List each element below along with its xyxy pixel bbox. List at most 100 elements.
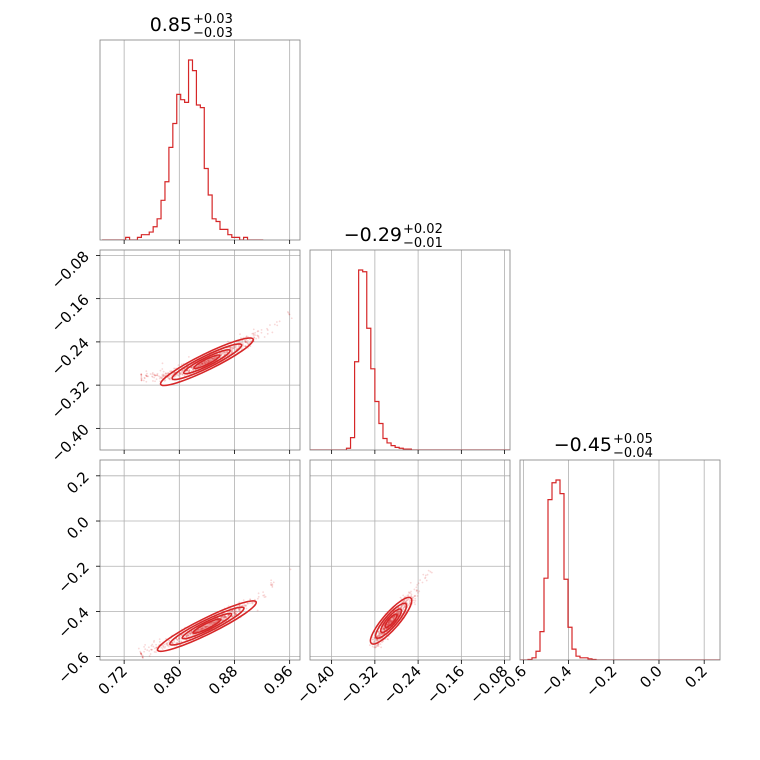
scatter-point bbox=[166, 644, 169, 647]
scatter-point bbox=[257, 335, 259, 337]
scatter-point bbox=[201, 363, 204, 366]
scatter-point bbox=[163, 646, 166, 649]
scatter-point bbox=[406, 594, 409, 597]
scatter-point bbox=[166, 642, 168, 645]
scatter-point bbox=[388, 623, 391, 626]
scatter-point bbox=[188, 632, 190, 635]
scatter-point bbox=[222, 351, 225, 354]
scatter-point bbox=[386, 624, 389, 627]
scatter-point bbox=[418, 590, 421, 593]
scatter-point bbox=[150, 644, 153, 647]
scatter-point bbox=[230, 347, 232, 349]
scatter-point bbox=[233, 611, 236, 614]
scatter-point bbox=[208, 360, 211, 363]
scatter-point bbox=[175, 637, 178, 640]
scatter-point bbox=[181, 371, 184, 374]
scatter-point bbox=[396, 612, 399, 614]
scatter-point bbox=[249, 602, 251, 605]
scatter-point bbox=[271, 583, 274, 586]
scatter-point bbox=[208, 624, 211, 627]
y-tick-label: −0.6 bbox=[54, 649, 92, 687]
scatter-point bbox=[374, 639, 377, 642]
x-tick-label: −0.4 bbox=[537, 662, 575, 700]
scatter-point bbox=[422, 573, 425, 576]
scatter-point bbox=[162, 645, 165, 648]
scatter-point bbox=[382, 640, 384, 643]
scatter-point bbox=[246, 602, 249, 605]
scatter-point bbox=[419, 579, 421, 581]
scatter-point bbox=[145, 374, 148, 377]
contour-level bbox=[379, 608, 403, 634]
scatter-point bbox=[379, 643, 382, 646]
scatter-point bbox=[217, 619, 219, 622]
scatter-point bbox=[201, 362, 204, 365]
scatter-point bbox=[205, 360, 208, 363]
scatter-point bbox=[389, 620, 392, 623]
scatter-point bbox=[226, 615, 229, 618]
scatter-point bbox=[220, 616, 223, 618]
scatter-point bbox=[201, 626, 204, 629]
scatter-point bbox=[273, 323, 276, 326]
scatter-point bbox=[266, 332, 269, 335]
scatter-point bbox=[236, 611, 239, 613]
scatter-point bbox=[424, 576, 427, 579]
scatter-point bbox=[288, 313, 291, 316]
scatter-point bbox=[197, 628, 200, 631]
scatter-point bbox=[202, 627, 204, 630]
scatter-point bbox=[155, 643, 158, 646]
scatter-point bbox=[271, 331, 274, 334]
scatter-point bbox=[255, 337, 258, 340]
scatter-point bbox=[415, 590, 418, 593]
scatter-point bbox=[377, 645, 380, 648]
scatter-point bbox=[241, 339, 244, 342]
contour-level bbox=[156, 600, 258, 653]
scatter-point bbox=[172, 642, 174, 644]
panel-frame bbox=[99, 249, 301, 451]
scatter-point bbox=[145, 375, 148, 377]
scatter-point bbox=[139, 652, 142, 654]
scatter-point bbox=[140, 378, 143, 380]
scatter-point bbox=[192, 369, 195, 372]
scatter-point bbox=[161, 375, 164, 377]
scatter-point bbox=[373, 637, 376, 639]
scatter-point bbox=[191, 368, 194, 371]
scatter-point bbox=[142, 379, 145, 382]
scatter-point bbox=[251, 332, 254, 335]
scatter-point bbox=[201, 362, 204, 365]
scatter-point bbox=[272, 581, 275, 584]
scatter-point bbox=[161, 368, 164, 370]
scatter-point bbox=[425, 579, 428, 582]
scatter-point bbox=[400, 605, 403, 608]
scatter-point bbox=[382, 627, 385, 630]
scatter-point bbox=[153, 376, 156, 379]
title-plus: +0.05 bbox=[613, 432, 653, 447]
scatter-point bbox=[397, 612, 400, 615]
scatter-point bbox=[204, 626, 207, 629]
scatter-point bbox=[374, 646, 377, 649]
scatter-point bbox=[235, 346, 238, 348]
scatter-point bbox=[168, 375, 171, 378]
scatter-point bbox=[225, 350, 227, 353]
scatter-point bbox=[375, 645, 378, 647]
x-tick-label: 0.96 bbox=[260, 662, 296, 698]
scatter-point bbox=[210, 622, 213, 624]
scatter-point bbox=[199, 364, 202, 367]
scatter-point bbox=[257, 592, 260, 595]
scatter-point bbox=[140, 379, 143, 382]
scatter-point bbox=[390, 620, 392, 623]
scatter-point bbox=[378, 633, 381, 636]
x-tick-label: 0.72 bbox=[95, 662, 131, 698]
x-tick-label: −0.32 bbox=[336, 662, 381, 707]
scatter-point bbox=[140, 653, 143, 656]
scatter-point bbox=[168, 640, 171, 642]
panel-title: −0.29 +0.02−0.01 bbox=[344, 222, 443, 251]
scatter-point bbox=[153, 373, 155, 376]
scatter-point bbox=[373, 646, 376, 649]
scatter-point bbox=[245, 335, 248, 338]
scatter-point bbox=[168, 377, 171, 380]
scatter-point bbox=[190, 630, 193, 633]
scatter-point bbox=[392, 617, 395, 620]
scatter-point bbox=[139, 651, 142, 654]
scatter-point bbox=[222, 352, 225, 355]
y-tick-label: −0.2 bbox=[54, 558, 92, 596]
